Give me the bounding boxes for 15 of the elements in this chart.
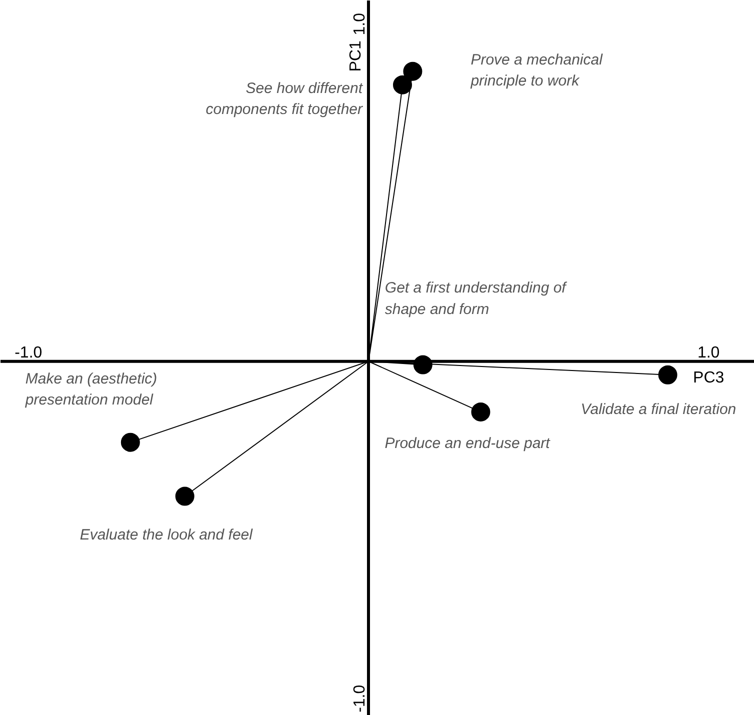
point xyxy=(471,402,490,422)
point xyxy=(120,432,140,452)
annotation: Prove a mechanical principle to work xyxy=(470,51,604,90)
point xyxy=(392,75,412,94)
y-axis-title: PC1 xyxy=(347,40,364,72)
point xyxy=(175,486,194,506)
point xyxy=(403,62,422,81)
annotation: See how different components fit together xyxy=(206,80,364,118)
annotation: Make an (aesthetic) presentation model xyxy=(24,370,158,409)
annotation: Produce an end-use part xyxy=(384,434,551,452)
annotation: Validate a final iteration xyxy=(580,400,736,418)
annotation: Evaluate the look and feel xyxy=(80,526,254,544)
x-axis-title: PC3 xyxy=(693,369,724,386)
point xyxy=(658,365,678,384)
annotation: Get a first understanding of shape and form xyxy=(384,280,568,318)
